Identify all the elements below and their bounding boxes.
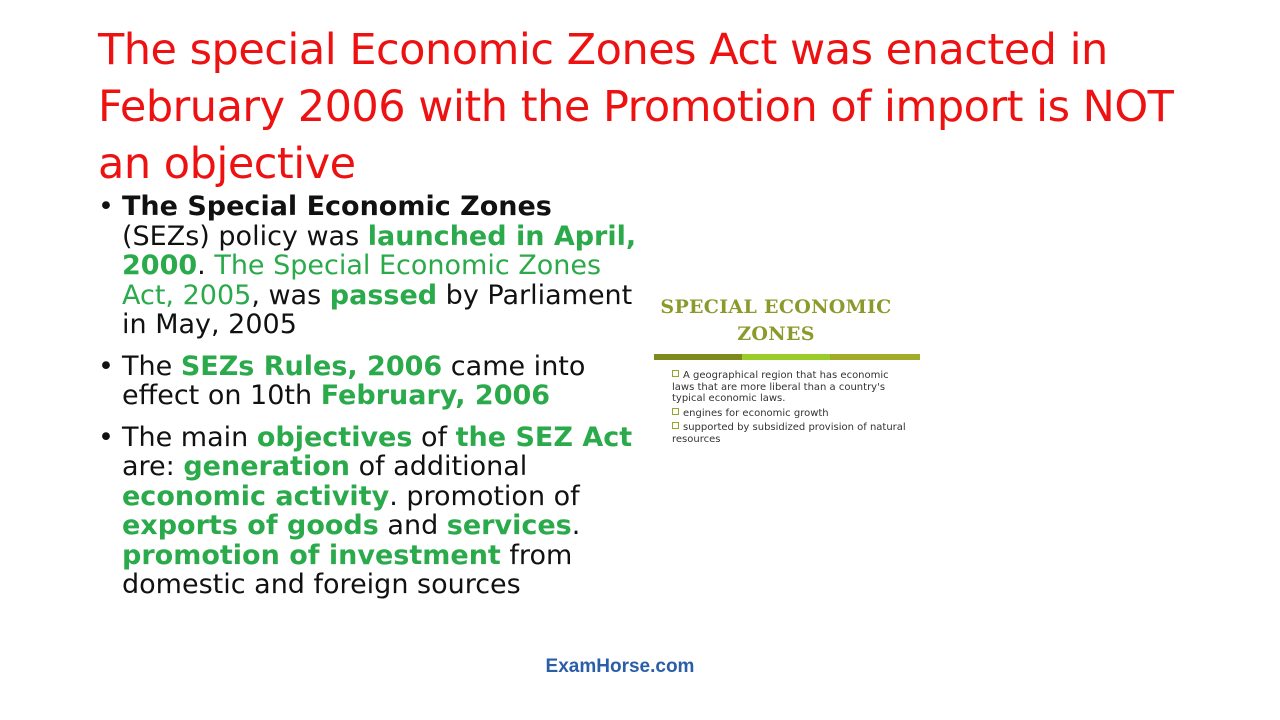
bullet-highlight: promotion of investment xyxy=(122,539,501,571)
bullet-item: The SEZs Rules, 2006 came into effect on… xyxy=(98,350,638,411)
bullet-text: from domestic and foreign sources xyxy=(122,539,573,600)
bullet-text: of xyxy=(412,421,456,453)
sez-divider-bar xyxy=(654,354,742,360)
bullet-highlight: exports of goods xyxy=(122,510,379,541)
sez-title-line: SPECIAL ECONOMIC xyxy=(660,296,892,318)
sez-point-text: engines for economic growth xyxy=(683,407,829,419)
bullet-text: . xyxy=(571,510,581,541)
sez-divider-bar xyxy=(742,354,830,360)
square-bullet-icon xyxy=(672,370,679,377)
sez-image: SPECIAL ECONOMIC ZONES A geographical re… xyxy=(654,290,920,460)
footer-site-link[interactable]: ExamHorse.com xyxy=(545,656,695,677)
bullet-text: by Parliament in May, 2005 xyxy=(122,279,633,340)
bullet-text: . promotion of xyxy=(389,480,580,512)
bullet-highlight: launched in April, 2000 xyxy=(122,220,637,281)
sez-point: supported by subsidized provision of nat… xyxy=(672,422,907,445)
bullet-text: The main xyxy=(122,421,257,453)
bullet-highlight: The Special Economic Zones Act, 2005 xyxy=(122,250,602,311)
sez-point-text: supported by subsidized provision of nat… xyxy=(672,422,906,445)
bullet-text: came into effect on 10th xyxy=(122,350,586,411)
bullet-highlight: services xyxy=(446,510,572,541)
bullet-text: The xyxy=(122,350,181,382)
bullet-text: The Special Economic Zones xyxy=(122,191,552,222)
sez-point: engines for economic growth xyxy=(672,407,907,420)
sez-point-text: A geographical region that has economic … xyxy=(672,370,889,404)
bullet-highlight: generation xyxy=(183,451,350,482)
bullet-highlight: economic activity xyxy=(122,480,390,512)
sez-image-title: SPECIAL ECONOMIC ZONES xyxy=(654,294,898,348)
bullet-highlight: passed xyxy=(329,279,438,311)
slide-title: The special Economic Zones Act was enact… xyxy=(98,25,1174,189)
bullet-highlight: the SEZ Act xyxy=(455,421,633,453)
sez-point: A geographical region that has economic … xyxy=(672,370,907,405)
bullet-list: The Special Economic Zones (SEZs) policy… xyxy=(98,192,638,612)
sez-title-line: ZONES xyxy=(737,323,815,345)
bullet-highlight: objectives xyxy=(256,421,413,453)
bullet-text: . xyxy=(197,250,215,281)
bullet-highlight: February, 2006 xyxy=(320,380,551,411)
bullet-item: The main objectives of the SEZ Act are: … xyxy=(98,421,638,600)
bullet-item: The Special Economic Zones (SEZs) policy… xyxy=(98,192,638,340)
bullet-text: are: xyxy=(122,451,184,482)
bullet-text: of additional xyxy=(349,451,528,482)
bullet-text: and xyxy=(378,510,447,541)
square-bullet-icon xyxy=(672,422,679,429)
bullet-text: (SEZs) policy was xyxy=(122,220,368,252)
bullet-text: , was xyxy=(251,279,330,311)
square-bullet-icon xyxy=(672,407,679,415)
sez-point-list: A geographical region that has economic … xyxy=(672,370,907,448)
bullet-highlight: SEZs Rules, 2006 xyxy=(180,350,443,382)
sez-divider-bar xyxy=(830,354,920,360)
